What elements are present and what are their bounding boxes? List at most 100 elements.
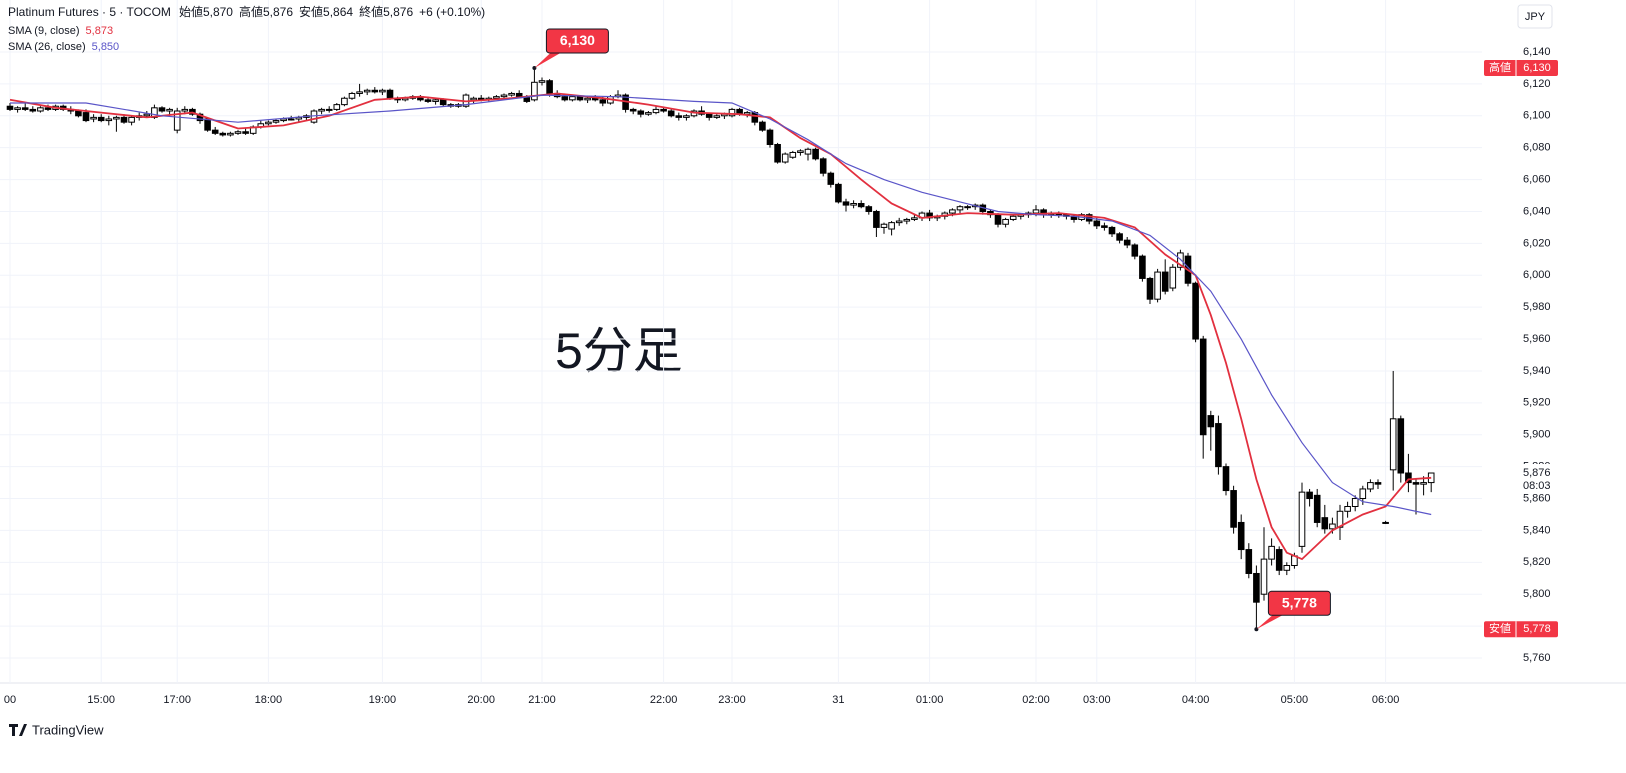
candle-body <box>29 108 37 112</box>
candle-body <box>515 92 523 98</box>
candle-body <box>90 116 97 120</box>
candle-body <box>181 108 189 112</box>
low-tag-name: 安値 <box>1489 621 1511 635</box>
x-tick-label: 05:00 <box>1281 694 1309 706</box>
candle-body <box>1268 545 1275 560</box>
candle-body <box>1374 482 1382 485</box>
candle-body <box>196 113 204 122</box>
candle-body <box>379 89 386 93</box>
candle-body <box>82 112 90 122</box>
candle-body <box>599 99 607 104</box>
legend-ohlc-value: 5,876 <box>383 5 413 19</box>
candle-body <box>538 80 546 83</box>
candle-body <box>120 116 128 123</box>
y-tick-label: 5,800 <box>1523 588 1551 600</box>
candle-body <box>242 131 249 134</box>
candle-body <box>956 206 964 211</box>
x-tick-label: 00 <box>4 694 16 706</box>
candle-body <box>386 89 394 99</box>
legend-ohlc-name: 始値 <box>179 4 203 19</box>
candle-body <box>797 150 804 153</box>
candle-body <box>37 107 44 112</box>
candle-body <box>1283 565 1291 571</box>
candle-body <box>1313 494 1321 523</box>
x-tick-label: 03:00 <box>1083 694 1111 706</box>
candle-body <box>1260 558 1268 595</box>
high-pointer <box>534 52 561 68</box>
candle-body <box>1161 271 1169 292</box>
candle-body <box>1101 225 1108 228</box>
x-tick-label: 20:00 <box>467 694 495 706</box>
candle-body <box>105 118 113 122</box>
candle-body <box>759 121 766 131</box>
candle-body <box>341 97 348 106</box>
candle-body <box>645 112 652 115</box>
candle-body <box>1116 233 1123 241</box>
candle-body <box>812 148 819 160</box>
candle-body <box>97 116 105 122</box>
y-tick-label: 5,820 <box>1523 556 1551 568</box>
legend-ohlc-value: 5,864 <box>323 5 353 19</box>
candle-body <box>1412 482 1420 485</box>
candle-body <box>21 107 29 110</box>
x-tick-label: 04:00 <box>1182 694 1210 706</box>
brand: TradingView <box>32 722 104 737</box>
last-price-label: 5,876 <box>1523 467 1551 479</box>
candle-body <box>363 89 371 93</box>
candle-body <box>1397 418 1405 474</box>
candle-body <box>227 132 234 136</box>
candle-body <box>211 129 219 134</box>
candle-body <box>546 80 553 94</box>
candle-body <box>1351 498 1359 507</box>
x-tick-label: 23:00 <box>718 694 746 706</box>
candle-body <box>865 206 873 212</box>
candle-body <box>470 97 477 101</box>
candle-body <box>667 110 675 117</box>
candle-body <box>432 99 439 102</box>
candle-body <box>949 209 956 214</box>
high-tag <box>1484 59 1558 76</box>
currency-box[interactable] <box>1517 4 1553 29</box>
candle-body <box>356 91 363 94</box>
legend-ohlc-name: 高値 <box>239 4 263 19</box>
candle-body <box>1321 517 1329 530</box>
logo-icon <box>9 724 27 736</box>
candle-body <box>713 115 721 118</box>
candle-body <box>204 118 211 131</box>
candle-body <box>1215 423 1222 468</box>
y-tick-label: 5,900 <box>1523 429 1551 441</box>
candle-body <box>1207 415 1215 428</box>
candle-body <box>1382 521 1389 524</box>
candle-body <box>234 131 242 134</box>
y-tick-label: 6,060 <box>1523 173 1551 185</box>
low-callout-label: 5,778 <box>1282 594 1317 610</box>
brand-logo <box>9 724 27 736</box>
candle-body <box>827 172 835 185</box>
candle-body <box>280 118 287 122</box>
candle-body <box>493 96 500 99</box>
low-tag-value: 5,778 <box>1523 623 1551 635</box>
candle-body <box>333 104 341 110</box>
candle-body <box>789 151 797 158</box>
candle-body <box>842 201 850 206</box>
legend-ohlc-value: 5,876 <box>263 5 293 19</box>
y-tick-label: 5,940 <box>1523 365 1551 377</box>
candle-body <box>128 116 135 123</box>
candle-body <box>1389 418 1397 471</box>
sma-line <box>9 92 1432 561</box>
candle-body <box>835 183 842 203</box>
candle-body <box>584 97 591 101</box>
candle-body <box>1359 488 1367 500</box>
legend-series-name: SMA (9, close) <box>8 25 80 37</box>
candle-body <box>1253 572 1260 603</box>
candle-body <box>1329 523 1336 530</box>
candle-body <box>531 81 538 101</box>
legend-series-value: 5,850 <box>92 41 120 53</box>
candle-body <box>850 203 857 206</box>
countdown: 08:03 <box>1523 480 1551 492</box>
candle-body <box>895 220 903 224</box>
legend-series-value: 5,873 <box>86 25 114 37</box>
